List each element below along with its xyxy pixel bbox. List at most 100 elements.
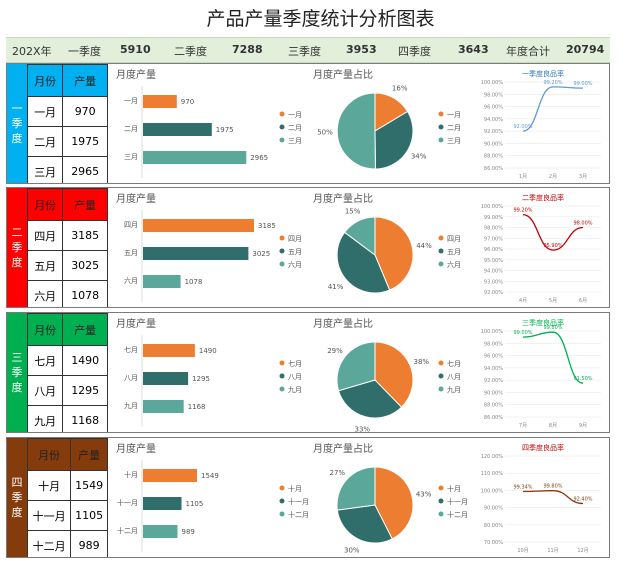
bar-category-label: 十二月	[117, 526, 138, 535]
pie-percent-label: 30%	[344, 546, 360, 554]
y-tick-label: 96.00%	[484, 105, 503, 111]
bar-category-label: 八月	[124, 374, 138, 382]
bar-value-label: 2965	[250, 154, 268, 162]
pie-percent-label: 41%	[328, 283, 344, 291]
y-tick-label: 110.00%	[481, 471, 503, 477]
output-cell: 989	[70, 530, 108, 557]
pie-chart: 月度产量占比 43% 30% 27% 十月 十一月 十二月 十月 十一月 十二月	[273, 438, 473, 557]
month-cell: 一月	[26, 96, 64, 127]
pie-slice	[336, 341, 376, 392]
x-tick-label: 10月	[517, 548, 528, 554]
legend-label: 四月	[447, 235, 461, 243]
output-cell: 3185	[62, 220, 108, 251]
table-header-month: 月份	[26, 64, 64, 97]
summary-q4-label: 四季度	[398, 45, 431, 58]
legend-marker	[279, 111, 285, 117]
legend-marker	[438, 137, 444, 143]
summary-q1-value: 5910	[120, 43, 151, 56]
quarter-section: 一季度 月份 产量 一月 970 二月 1975 三月 2965 月度产量 一月 970 二月 1975 三…	[6, 63, 610, 184]
line-series	[522, 331, 584, 384]
legend-marker	[438, 235, 444, 241]
line-chart-title: 四季度良品率	[522, 443, 564, 452]
bar-chart-title: 月度产量	[116, 68, 156, 81]
bar-value-label: 1490	[199, 347, 217, 355]
output-cell: 1549	[70, 470, 108, 501]
y-tick-label: 100.00%	[481, 204, 503, 210]
output-cell: 1168	[62, 405, 108, 432]
bar-chart: 月度产量 七月 1490 八月 1295 九月 1168	[110, 313, 280, 432]
legend-marker	[279, 124, 285, 130]
output-cell: 1975	[62, 126, 108, 157]
summary-q1-label: 一季度	[68, 45, 101, 58]
bar	[143, 497, 182, 510]
table-row: 六月 1078	[26, 280, 108, 307]
legend-label: 十月	[288, 484, 302, 493]
legend-label: 二月	[447, 124, 461, 132]
y-tick-label: 98.00%	[484, 92, 503, 98]
pie-slice	[374, 466, 414, 540]
bar-chart: 月度产量 一月 970 二月 1975 三月 2965	[110, 64, 280, 183]
y-tick-label: 120.00%	[481, 454, 503, 460]
y-tick-label: 99.00%	[484, 215, 503, 221]
pie-percent-label: 44%	[416, 242, 432, 250]
bar-value-label: 1078	[185, 278, 203, 286]
pie-slice	[343, 216, 376, 256]
bar-value-label: 3025	[252, 250, 270, 258]
bar-value-label: 1295	[192, 375, 210, 383]
output-cell: 1078	[62, 280, 108, 307]
output-cell: 1105	[70, 500, 108, 531]
table-header-output: 产量	[70, 438, 108, 471]
legend-label: 七月	[447, 359, 461, 368]
legend-label: 四月	[288, 235, 302, 243]
y-tick-label: 88.00%	[484, 154, 503, 160]
bar-chart-title: 月度产量	[116, 192, 156, 205]
pie-slice	[336, 504, 393, 544]
month-cell: 六月	[26, 280, 64, 307]
line-data-label: 99.00%	[513, 330, 532, 336]
line-chart-title: 三季度良品率	[522, 318, 564, 327]
y-tick-label: 97.00%	[484, 236, 503, 242]
bar-category-label: 九月	[124, 401, 138, 410]
table-header-row: 月份 产量	[26, 188, 108, 221]
legend-label: 三月	[447, 137, 461, 145]
line-data-label: 91.50%	[573, 376, 592, 382]
y-tick-label: 88.00%	[484, 403, 503, 409]
legend-label: 十一月	[288, 497, 309, 506]
table-header-output: 产量	[62, 188, 108, 221]
legend-label: 七月	[288, 359, 302, 368]
legend-label: 六月	[447, 260, 461, 269]
pie-slice	[336, 231, 391, 294]
bar	[143, 219, 254, 232]
output-table: 月份 产量 一月 970 二月 1975 三月 2965	[26, 64, 108, 183]
bar-category-label: 十一月	[117, 498, 138, 507]
table-row: 一月 970	[26, 96, 108, 127]
y-tick-label: 92.00%	[484, 290, 503, 296]
bar	[143, 344, 195, 357]
table-row: 八月 1295	[26, 375, 108, 406]
legend-marker	[279, 511, 285, 517]
legend-marker	[438, 248, 444, 254]
legend-label: 八月	[447, 373, 461, 381]
bar-value-label: 1105	[186, 500, 204, 508]
pie-percent-label: 33%	[355, 425, 371, 432]
legend-marker	[279, 248, 285, 254]
y-tick-label: 90.00%	[484, 390, 503, 396]
y-tick-label: 96.00%	[484, 354, 503, 360]
bar-category-label: 四月	[124, 221, 138, 229]
month-cell: 九月	[26, 405, 64, 432]
month-cell: 十二月	[26, 530, 72, 557]
bar-category-label: 七月	[124, 345, 138, 354]
y-tick-label: 98.00%	[484, 226, 503, 232]
y-tick-label: 90.00%	[484, 506, 503, 512]
pie-chart-title: 月度产量占比	[313, 192, 373, 205]
table-header-month: 月份	[26, 313, 64, 346]
bar-chart: 月度产量 十月 1549 十一月 1105 十二月 989	[110, 438, 280, 557]
pie-percent-label: 43%	[416, 490, 432, 498]
pie-chart-title: 月度产量占比	[313, 68, 373, 81]
quarter-label: 二季度	[7, 188, 27, 307]
x-tick-label: 11月	[547, 548, 558, 554]
table-header-output: 产量	[62, 64, 108, 97]
table-row: 十二月 989	[26, 530, 108, 557]
y-tick-label: 100.00%	[481, 80, 503, 86]
x-tick-label: 7月	[519, 423, 527, 429]
